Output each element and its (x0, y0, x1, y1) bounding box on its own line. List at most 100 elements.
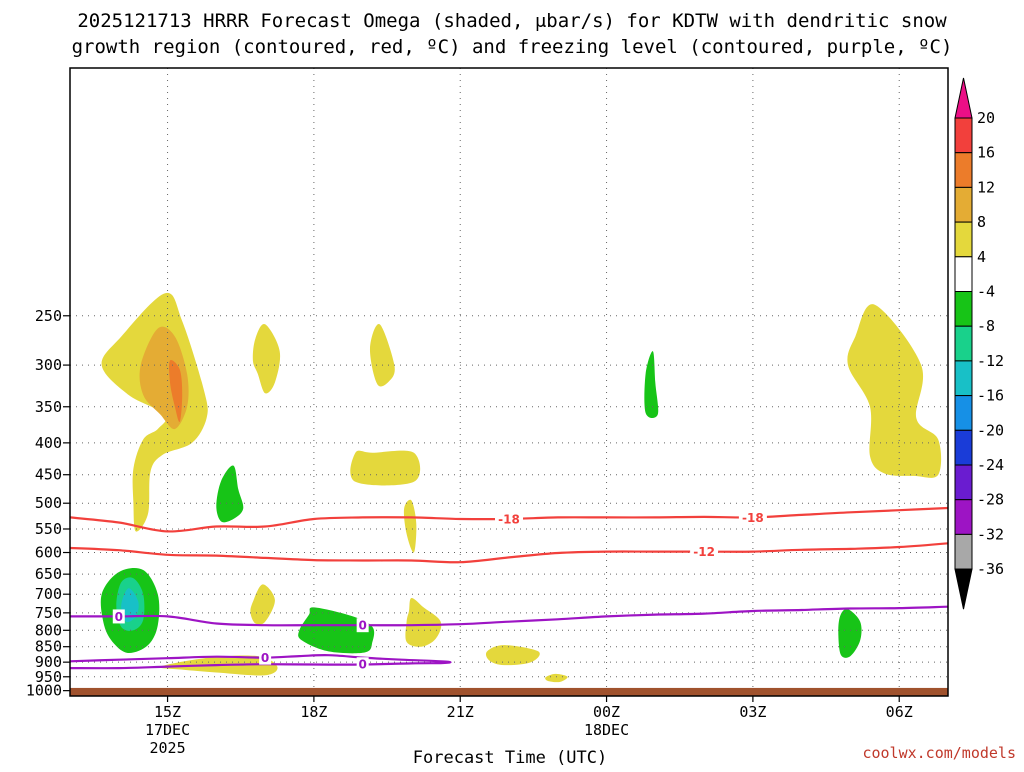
omega-shading (100, 292, 942, 683)
colorbar-segment (954, 499, 973, 535)
y-tick-label: 900 (35, 653, 62, 671)
colorbar-bottom-arrow (954, 568, 973, 610)
isotherm-line-2 (69, 542, 949, 564)
omega-region-20 (838, 608, 862, 658)
omega-region-14 (216, 465, 244, 523)
isotherm-label: -18 (742, 511, 764, 525)
colorbar-label: -28 (977, 491, 1004, 509)
y-tick-label: 700 (35, 585, 62, 603)
plot-frame (69, 67, 949, 697)
x-tick-label: 18DEC (584, 721, 629, 739)
y-tick-label: 950 (35, 668, 62, 686)
omega-region-4 (252, 324, 281, 394)
isotherm-label: 0 (358, 658, 366, 672)
colorbar-segment (954, 429, 973, 466)
isotherm-label-bg (690, 544, 719, 559)
omega-region-12 (485, 645, 540, 666)
terrain-rect (70, 687, 948, 696)
colorbar: 20 16 12 8 4 -4 -8 -12 -16 -20 -24 -28 -32 -36 (954, 77, 1004, 610)
x-tick-label: 06Z (886, 703, 913, 721)
y-tick-label: 450 (35, 466, 62, 484)
colorbar-segment (954, 221, 973, 258)
y-tick-label: 750 (35, 604, 62, 622)
colorbar-label: 20 (977, 109, 995, 127)
omega-region-10 (405, 597, 442, 647)
y-tick-label: 400 (35, 434, 62, 452)
isotherm-label-bg (356, 657, 369, 672)
omega-region-18 (121, 588, 139, 623)
colorbar-label: 16 (977, 144, 995, 162)
omega-region-13 (545, 673, 568, 683)
y-tick-label: 650 (35, 565, 62, 583)
x-tick-label: 00Z (593, 703, 620, 721)
colorbar-label: -32 (977, 525, 1004, 543)
colorbar-segment (954, 152, 973, 188)
isotherm-label: -18 (498, 512, 520, 526)
colorbar-segment (954, 360, 973, 397)
isotherm-label-bg (112, 609, 125, 624)
colorbar-label: 8 (977, 213, 986, 231)
colorbar-label: -8 (977, 317, 995, 335)
y-tick-label: 850 (35, 638, 62, 656)
y-tick-label: 300 (35, 356, 62, 374)
omega-region-8 (847, 304, 942, 478)
isotherm-line-4 (69, 654, 452, 670)
isotherm-label: 0 (115, 610, 123, 624)
x-axis-label: Forecast Time (UTC) (413, 748, 607, 768)
y-tick-label: 600 (35, 544, 62, 562)
y-tick-label: 550 (35, 520, 62, 538)
colorbar-top-arrow (954, 77, 973, 119)
colorbar-label: -24 (977, 456, 1004, 474)
y-tick-label: 800 (35, 621, 62, 639)
chart-title-line-2: growth region (contoured, red, ºC) and f… (72, 36, 953, 58)
colorbar-segment (954, 395, 973, 431)
colorbar-segment (954, 325, 973, 362)
colorbar-segment (954, 256, 973, 292)
colorbar-segment (954, 464, 973, 501)
plot-border (69, 67, 949, 697)
omega-region-6 (350, 450, 421, 486)
terrain-fill (70, 687, 948, 696)
y-axis-ticks: 2503003504004505005506006507007508008509… (26, 307, 70, 700)
x-tick-label: 2025 (149, 739, 185, 757)
omega-region-7 (403, 499, 417, 553)
plot-background (70, 68, 948, 696)
colorbar-label: -12 (977, 352, 1004, 370)
isotherm-label-bg (738, 510, 767, 525)
isotherm-line-3 (70, 605, 949, 627)
colorbar-label: -20 (977, 421, 1004, 439)
isotherm-label: 0 (261, 651, 269, 665)
colorbar-label: -4 (977, 283, 995, 301)
colorbar-segment (954, 533, 973, 570)
x-tick-label: 03Z (739, 703, 766, 721)
contour-labels: -18 -18 -12 0 0 0 0 (112, 510, 767, 672)
colorbar-label: -16 (977, 387, 1004, 405)
isotherm-label-bg (356, 618, 369, 633)
colorbar-label: 12 (977, 178, 995, 196)
colorbar-segment (954, 186, 973, 223)
colorbar-segment (954, 117, 973, 154)
credit-text: coolwx.com/models (862, 744, 1016, 762)
colorbar-segment (954, 291, 973, 327)
x-tick-label: 18Z (300, 703, 327, 721)
isotherm-label: -12 (693, 545, 715, 559)
isotherm-label-bg (259, 650, 272, 665)
colorbar-label: 4 (977, 248, 986, 266)
y-tick-label: 350 (35, 398, 62, 416)
y-tick-label: 1000 (26, 682, 62, 700)
x-tick-label: 15Z (154, 703, 181, 721)
omega-region-5 (369, 323, 395, 387)
plot-area (70, 68, 948, 696)
x-tick-label: 21Z (447, 703, 474, 721)
omega-region-15 (644, 351, 659, 419)
y-tick-label: 250 (35, 307, 62, 325)
omega-region-19 (298, 607, 375, 654)
chart-title-line-1: 2025121713 HRRR Forecast Omega (shaded, … (77, 10, 947, 32)
y-tick-label: 500 (35, 494, 62, 512)
isotherm-label: 0 (358, 619, 366, 633)
colorbar-label: -36 (977, 560, 1004, 578)
isotherm-label-bg (495, 511, 523, 526)
